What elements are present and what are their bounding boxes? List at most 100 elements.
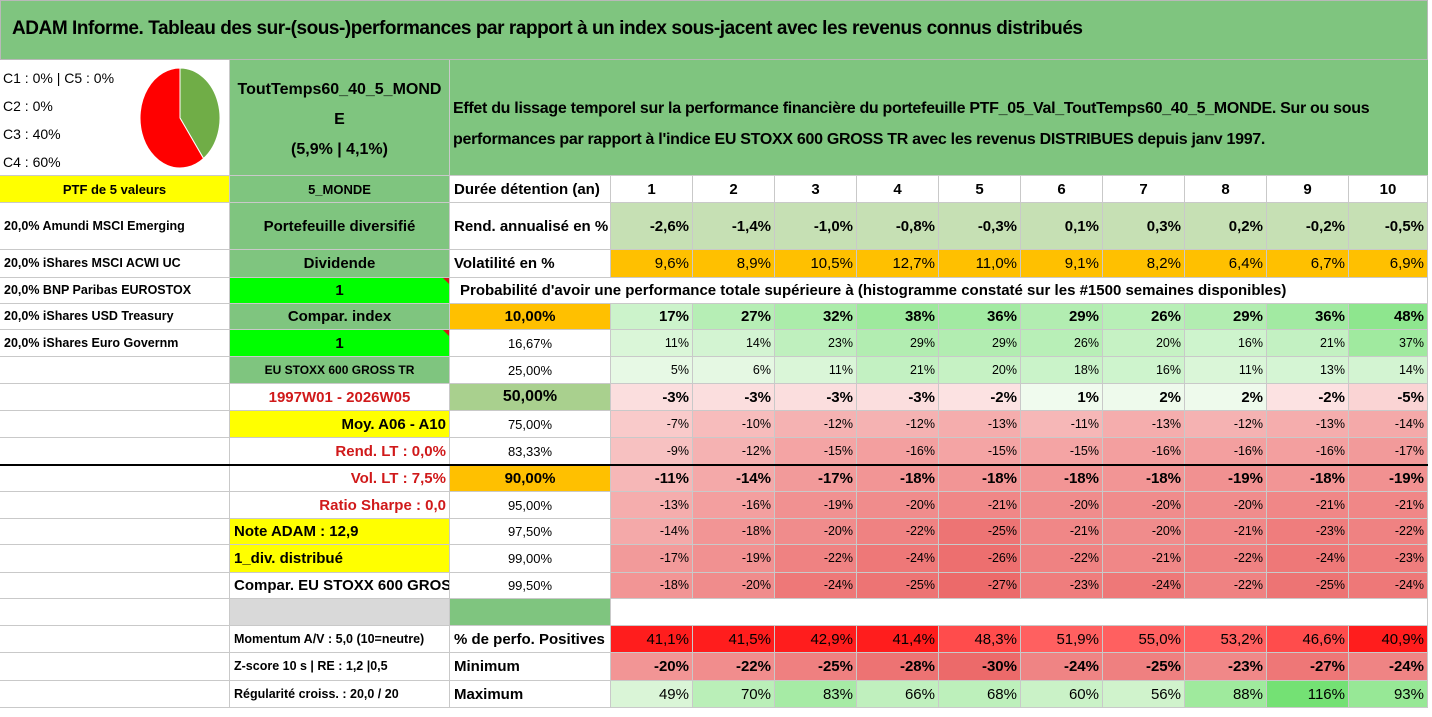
percentile-value-cell: -26% [939, 545, 1021, 573]
percentile-value-cell: 29% [1021, 304, 1103, 330]
percentile-value-cell: -13% [1103, 411, 1185, 438]
percentile-threshold-label: 97,50% [450, 519, 611, 545]
percentile-value-cell: -12% [775, 411, 857, 438]
percentile-value-cell: 20% [939, 357, 1021, 384]
index-name: EU STOXX 600 GROSS TR [230, 357, 450, 384]
momentum-indicator: Momentum A/V : 5,0 (10=neutre) [230, 626, 450, 653]
positive-perf-label: % de perfo. Positives [450, 626, 611, 653]
minimum-cell: -27% [1267, 653, 1349, 681]
percentile-value-cell: 36% [939, 304, 1021, 330]
minimum-cell: -20% [611, 653, 693, 681]
percentile-value-cell: -25% [857, 573, 939, 599]
positive-perf-cell: 48,3% [939, 626, 1021, 653]
percentile-value-cell: -18% [693, 519, 775, 545]
volatility-cell: 6,7% [1267, 250, 1349, 278]
percentile-value-cell: -16% [693, 492, 775, 519]
volatility-cell: 10,5% [775, 250, 857, 278]
left-empty-cell [0, 465, 230, 492]
long-term-volatility: Vol. LT : 7,5% [230, 465, 450, 492]
volatility-cell: 6,9% [1349, 250, 1428, 278]
percentile-value-cell: 32% [775, 304, 857, 330]
percentile-value-cell: -5% [1349, 384, 1428, 411]
percentile-value-cell: -18% [1267, 465, 1349, 492]
percentile-value-cell: -12% [693, 438, 775, 465]
income-flag-value: 1 [230, 278, 450, 304]
percentile-value-cell: -18% [939, 465, 1021, 492]
percentile-value-cell: -24% [857, 545, 939, 573]
percentile-value-cell: 11% [775, 357, 857, 384]
percentile-value-cell: -15% [1021, 438, 1103, 465]
percentile-value-cell: -20% [857, 492, 939, 519]
dividend-mode: 1_div. distribué [230, 545, 450, 573]
left-empty-cell [0, 626, 230, 653]
volatility-cell: 8,2% [1103, 250, 1185, 278]
percentile-value-cell: 16% [1103, 357, 1185, 384]
percentile-value-cell: -16% [1267, 438, 1349, 465]
report-title: ADAM Informe. Tableau des sur-(sous-)per… [12, 18, 1083, 39]
left-empty-cell [0, 357, 230, 384]
percentile-value-cell: -13% [939, 411, 1021, 438]
percentile-value-cell: -3% [775, 384, 857, 411]
year-header-2: 2 [693, 176, 775, 203]
year-header-1: 1 [611, 176, 693, 203]
volatility-cell: 9,1% [1021, 250, 1103, 278]
sharpe-ratio: Ratio Sharpe : 0,0 [230, 492, 450, 519]
growth-regularity: Régularité croiss. : 20,0 / 20 [230, 681, 450, 708]
percentile-value-cell: -24% [775, 573, 857, 599]
percentile-value-cell: 21% [857, 357, 939, 384]
percentile-value-cell: 17% [611, 304, 693, 330]
minimum-cell: -24% [1349, 653, 1428, 681]
percentile-value-cell: 1% [1021, 384, 1103, 411]
pie-label-c4: C4 : 60% [3, 154, 61, 170]
minimum-cell: -28% [857, 653, 939, 681]
maximum-cell: 56% [1103, 681, 1185, 708]
annual-return-cell: -1,0% [775, 203, 857, 250]
percentile-value-cell: -20% [1103, 492, 1185, 519]
left-empty-cell [0, 438, 230, 465]
percentile-value-cell: -3% [611, 384, 693, 411]
percentile-value-cell: 14% [1349, 357, 1428, 384]
percentile-value-cell: -18% [1021, 465, 1103, 492]
percentile-value-cell: 20% [1103, 330, 1185, 357]
allocation-pie-chart [139, 67, 221, 169]
percentile-value-cell: -14% [693, 465, 775, 492]
percentile-value-cell: -21% [1267, 492, 1349, 519]
avg-years-label: Moy. A06 - A10 [230, 411, 450, 438]
percentile-threshold-label: 99,00% [450, 545, 611, 573]
percentile-value-cell: -19% [1349, 465, 1428, 492]
percentile-value-cell: -24% [1103, 573, 1185, 599]
minimum-label: Minimum [450, 653, 611, 681]
year-header-9: 9 [1267, 176, 1349, 203]
percentile-value-cell: -21% [939, 492, 1021, 519]
minimum-cell: -30% [939, 653, 1021, 681]
year-header-5: 5 [939, 176, 1021, 203]
percentile-value-cell: 21% [1267, 330, 1349, 357]
year-header-6: 6 [1021, 176, 1103, 203]
maximum-cell: 88% [1185, 681, 1267, 708]
holding-bnp-eurostox: 20,0% BNP Paribas EUROSTOX [0, 278, 230, 304]
maximum-cell: 83% [775, 681, 857, 708]
percentile-value-cell: 26% [1103, 304, 1185, 330]
annual-return-cell: 0,3% [1103, 203, 1185, 250]
portfolio-name-box: ToutTemps60_40_5_MOND E (5,9% | 4,1%) [230, 60, 450, 176]
percentile-value-cell: 37% [1349, 330, 1428, 357]
positive-perf-cell: 40,9% [1349, 626, 1428, 653]
percentile-threshold-label: 90,00% [450, 465, 611, 492]
percentile-value-cell: 11% [611, 330, 693, 357]
percentile-value-cell: -20% [775, 519, 857, 545]
percentile-value-cell: 26% [1021, 330, 1103, 357]
volatility-cell: 11,0% [939, 250, 1021, 278]
minimum-cell: -24% [1021, 653, 1103, 681]
volatility-cell: 12,7% [857, 250, 939, 278]
percentile-value-cell: -12% [857, 411, 939, 438]
income-mode: Dividende [230, 250, 450, 278]
percentile-value-cell: -3% [693, 384, 775, 411]
adam-score: Note ADAM : 12,9 [230, 519, 450, 545]
percentile-value-cell: -24% [1267, 545, 1349, 573]
percentile-value-cell: -18% [1103, 465, 1185, 492]
minimum-cell: -25% [1103, 653, 1185, 681]
percentile-value-cell: -3% [857, 384, 939, 411]
long-term-return: Rend. LT : 0,0% [230, 438, 450, 465]
percentile-value-cell: 13% [1267, 357, 1349, 384]
